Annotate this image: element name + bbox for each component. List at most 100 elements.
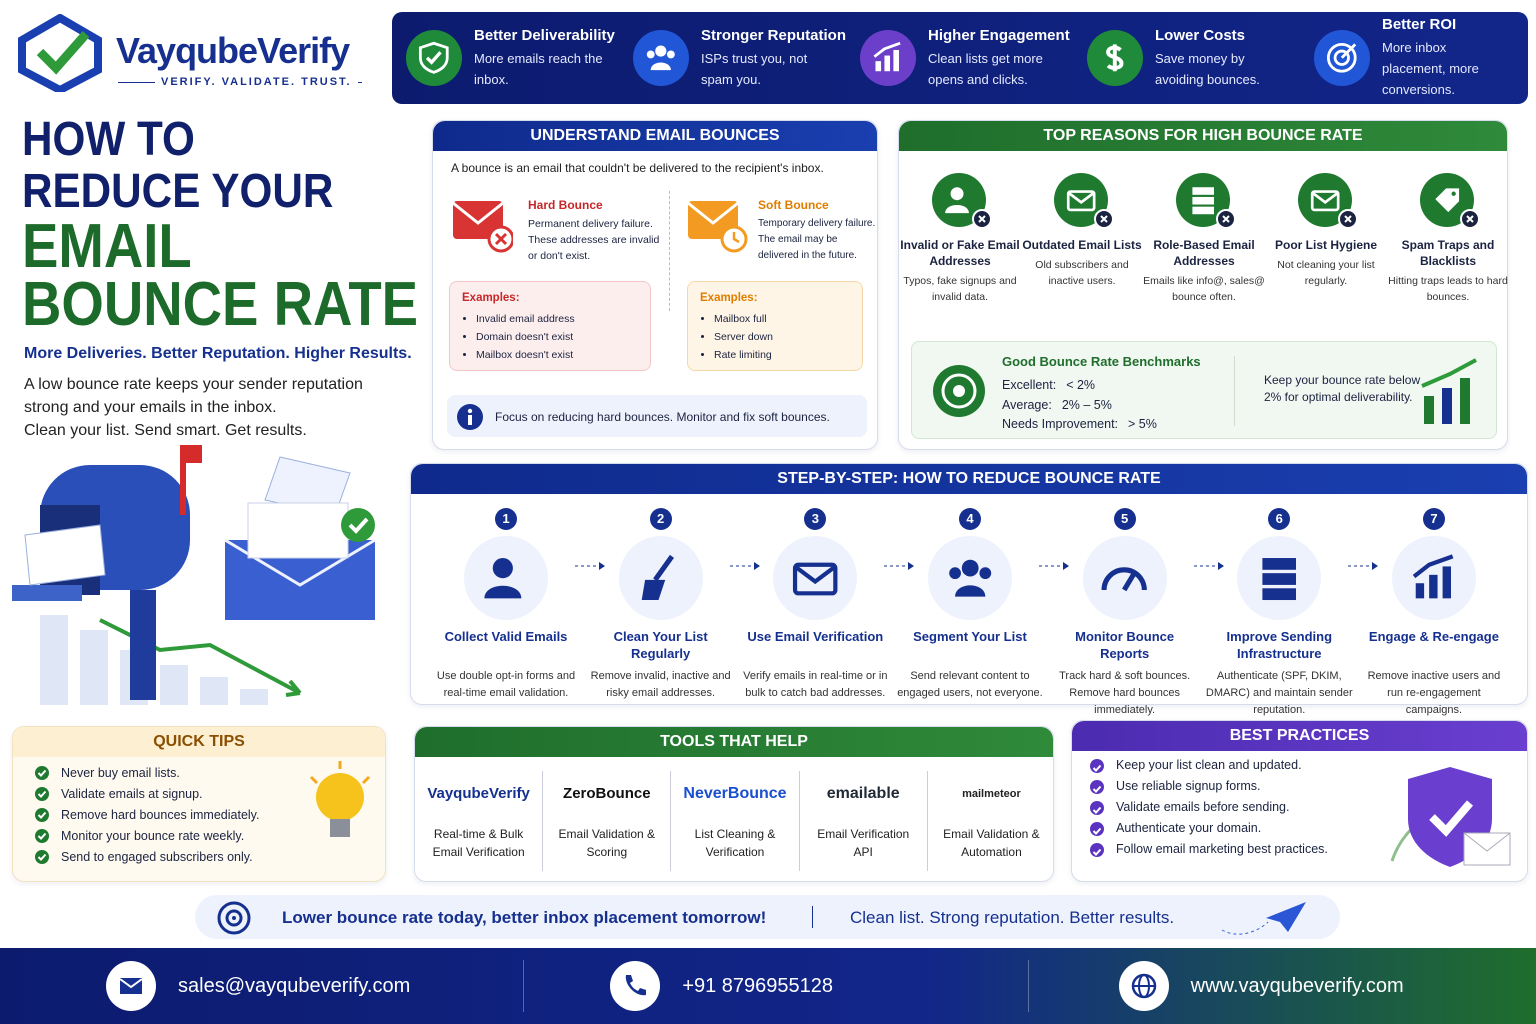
icon-glyph	[793, 562, 838, 596]
x-glyph	[1222, 215, 1230, 223]
reasons-list: Invalid or Fake Email Addresses Typos, fa…	[899, 173, 1509, 305]
step-text: Track hard & soft bounces. Remove hard b…	[1059, 670, 1191, 716]
understand-card: UNDERSTAND EMAIL BOUNCES A bounce is an …	[432, 120, 878, 450]
examples-label: Examples:	[462, 292, 520, 304]
check-dot	[35, 849, 49, 864]
icon-shape	[119, 978, 143, 989]
arrow-glyph	[575, 562, 605, 570]
icon-shape	[655, 45, 667, 57]
icon-shape	[1262, 557, 1297, 570]
benchmark-value: > 5%	[1128, 417, 1157, 431]
icon-shape	[1442, 388, 1452, 424]
icon-shape	[1106, 44, 1124, 72]
icon-shape	[1463, 832, 1511, 852]
banner	[195, 895, 1340, 939]
icon-shape	[1062, 562, 1069, 570]
icon-shape	[330, 819, 350, 837]
icon-glyph	[419, 41, 449, 75]
x-glyph	[1100, 215, 1108, 223]
list-item: Remove hard bounces immediately.	[35, 804, 259, 825]
icon-shape	[1460, 378, 1470, 424]
icon-shape	[468, 415, 472, 425]
mailbox-post	[130, 590, 156, 700]
icon-shape	[1466, 215, 1474, 223]
check-dot	[1090, 821, 1104, 836]
step-icon	[618, 536, 703, 620]
benefit-item: Better ROI More inbox placement, more con…	[1300, 16, 1527, 100]
reason-text: Hitting traps leads to hard bounces.	[1388, 275, 1508, 303]
list-text: Use reliable signup forms.	[1116, 779, 1261, 794]
hero-title-line: HOW TO	[22, 113, 195, 166]
benefit-title: Better ROI	[1382, 16, 1457, 33]
benchmark-label: Average:	[1002, 397, 1052, 412]
banner-left: Lower bounce rate today, better inbox pl…	[282, 908, 767, 927]
icon-shape	[1266, 902, 1306, 932]
icon-shape	[1067, 191, 1095, 204]
check-glyph	[1092, 806, 1102, 814]
mailbox-flag-pole	[180, 445, 186, 515]
reason-item: Role-Based Email Addresses Emails like in…	[1143, 173, 1265, 305]
benefit-icon	[406, 30, 462, 86]
icon-shape	[979, 567, 991, 579]
reasons-card: TOP REASONS FOR HIGH BOUNCE RATE Invalid…	[898, 120, 1508, 450]
icon-shape	[948, 567, 961, 579]
icon-shape	[688, 201, 739, 225]
examples-list: Invalid email addressDomain doesn't exis…	[462, 310, 638, 364]
examples-list: Mailbox fullServer downRate limiting	[700, 310, 850, 364]
check-glyph	[37, 811, 47, 819]
list-item: Follow email marketing best practices.	[1090, 839, 1328, 860]
icon-shape	[953, 385, 965, 397]
brand-tagline: VERIFY. VALIDATE. TRUST.	[155, 76, 358, 88]
arrow-glyph	[1193, 562, 1224, 570]
icon-shape	[950, 187, 964, 200]
info-icon	[457, 404, 483, 430]
icon-shape	[893, 50, 900, 72]
step-title: Segment Your List	[913, 629, 1027, 644]
hard-bounce-icon	[453, 201, 513, 253]
icon-shape	[941, 373, 977, 409]
benefit-item: Better Deliverability More emails reach t…	[392, 27, 619, 90]
tool-name: emailable	[826, 785, 900, 802]
mailbox-door	[12, 585, 82, 601]
section-heading: STEP-BY-STEP: HOW TO REDUCE BOUNCE RATE	[411, 464, 1527, 494]
icon-shape	[1092, 827, 1102, 835]
footer	[0, 948, 1536, 1024]
divider	[812, 906, 813, 928]
hard-title: Hard Bounce	[528, 198, 603, 212]
benefit-icon	[1314, 30, 1370, 86]
step-text: Send relevant content to engaged users, …	[897, 670, 1043, 699]
example-item: Invalid email address	[476, 310, 638, 328]
reason-x-badge	[1460, 209, 1480, 229]
contact-item: sales@vayqubeverify.com	[0, 960, 525, 1012]
icon-shape	[1341, 43, 1357, 59]
logo-mark	[18, 14, 102, 92]
check-glyph	[37, 853, 47, 861]
icon-shape	[873, 42, 901, 58]
trend-arrowhead	[285, 679, 302, 697]
step-number: 1	[495, 508, 517, 530]
benchmark-row: Excellent: < 2%	[1002, 376, 1157, 396]
divider	[1234, 356, 1235, 426]
contact-text: +91 8796955128	[682, 974, 834, 997]
reason-title: Spam Traps and Blacklists	[1401, 238, 1495, 268]
list-text: Authenticate your domain.	[1116, 821, 1262, 836]
icon-shape	[732, 232, 740, 244]
icon-shape	[1429, 800, 1474, 837]
icon-shape	[884, 55, 891, 72]
section-heading: TOOLS THAT HELP	[415, 727, 1053, 757]
benchmarks-title: Good Bounce Rate Benchmarks	[1002, 354, 1201, 369]
arrow-glyph	[1038, 562, 1069, 570]
note-text: Focus on reducing hard bounces. Monitor …	[495, 410, 830, 424]
benefits-bar: Better Deliverability More emails reach t…	[392, 12, 1528, 104]
list-text: Never buy email lists.	[61, 765, 180, 780]
icon-glyph	[944, 187, 969, 213]
icon-shape	[1424, 396, 1434, 424]
reason-text: Old subscribers and inactive users.	[1035, 259, 1129, 287]
hero-title-line: BOUNCE RATE	[22, 270, 419, 339]
envelope-paper	[247, 502, 349, 559]
icon-glyph	[1101, 567, 1148, 592]
hero-subtitle: More Deliveries. Better Reputation. High…	[24, 345, 412, 362]
check-glyph	[37, 769, 47, 777]
icon-shape	[1311, 191, 1339, 204]
